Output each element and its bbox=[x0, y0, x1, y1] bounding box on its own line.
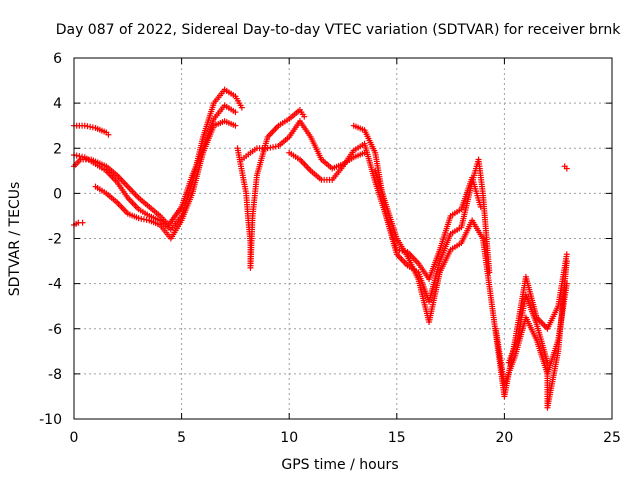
y-tick-label: 4 bbox=[53, 96, 62, 112]
data-point bbox=[563, 165, 570, 172]
series-track-l bbox=[505, 258, 570, 411]
data-point bbox=[105, 131, 112, 138]
data-point bbox=[238, 104, 245, 111]
x-tick-label: 25 bbox=[603, 430, 621, 446]
y-axis-label: SDTVAR / TECUs bbox=[7, 182, 23, 297]
series-track-e bbox=[71, 219, 86, 228]
series-track-i bbox=[350, 122, 493, 305]
x-tick-label: 20 bbox=[495, 430, 513, 446]
y-tick-label: 2 bbox=[53, 141, 62, 157]
x-tick-labels: 0 5 10 15 20 25 bbox=[70, 430, 621, 446]
y-tick-label: -10 bbox=[39, 412, 62, 428]
x-tick-label: 15 bbox=[388, 430, 406, 446]
data-point bbox=[301, 113, 308, 120]
y-tick-label: -8 bbox=[48, 367, 62, 383]
chart-title: Day 087 of 2022, Sidereal Day-to-day VTE… bbox=[56, 22, 621, 38]
y-tick-label: 6 bbox=[53, 51, 62, 67]
data-point bbox=[563, 258, 570, 265]
series-track-d bbox=[92, 118, 239, 242]
data-point bbox=[563, 251, 570, 258]
axis-ticks bbox=[73, 57, 613, 420]
y-tick-labels: 6 4 2 0 -2 -4 -6 -8 -10 bbox=[39, 51, 62, 428]
series-track-m bbox=[561, 163, 570, 172]
y-tick-label: 0 bbox=[53, 186, 62, 202]
data-point bbox=[79, 219, 86, 226]
y-tick-label: -4 bbox=[48, 277, 62, 293]
data-point bbox=[232, 122, 239, 129]
grid-lines bbox=[74, 58, 612, 419]
x-tick-label: 0 bbox=[70, 430, 79, 446]
x-tick-label: 5 bbox=[177, 430, 186, 446]
series-track-h bbox=[286, 140, 484, 283]
x-tick-label: 10 bbox=[280, 430, 298, 446]
y-tick-label: -2 bbox=[48, 232, 62, 248]
y-tick-label: -6 bbox=[48, 322, 62, 338]
data-point bbox=[232, 109, 239, 116]
data-points bbox=[71, 86, 570, 411]
x-axis-label: GPS time / hours bbox=[281, 457, 398, 473]
series-track-a bbox=[71, 122, 112, 138]
series-track-f bbox=[234, 106, 308, 271]
